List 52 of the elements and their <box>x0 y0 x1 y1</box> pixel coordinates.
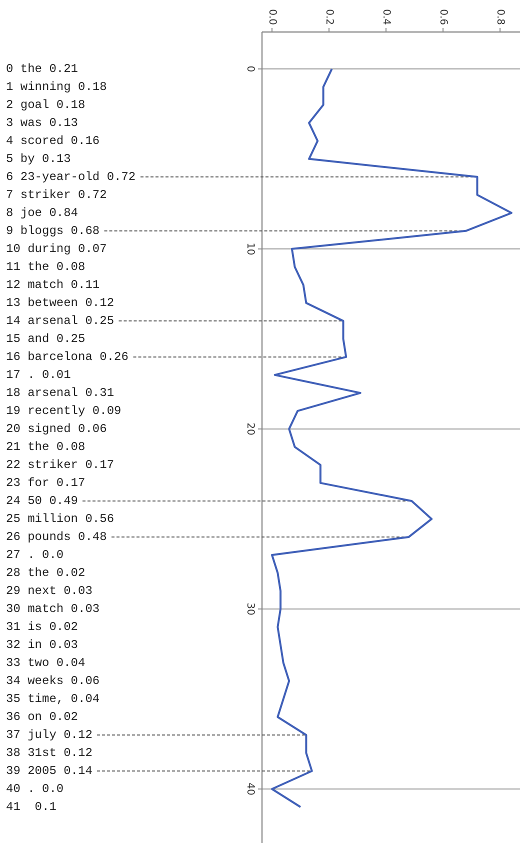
text: 28 the 0.02 <box>6 566 86 580</box>
text: 13 between 0.12 <box>6 296 114 310</box>
text: 34 weeks 0.06 <box>6 674 100 688</box>
text: 17 . 0.01 <box>6 368 71 382</box>
text: 32 in 0.03 <box>6 638 78 652</box>
text: 41 0.1 <box>6 800 56 814</box>
text: 11 the 0.08 <box>6 260 86 274</box>
text: 6 23-year-old 0.72 <box>6 170 136 184</box>
text: 2 goal 0.18 <box>6 98 86 112</box>
y-tick-label: 30 <box>244 602 256 616</box>
text: 36 on 0.02 <box>6 710 78 724</box>
text: 20 signed 0.06 <box>6 422 107 436</box>
text: 22 striker 0.17 <box>6 458 114 472</box>
y-tick-label: 40 <box>244 782 256 796</box>
text: 7 striker 0.72 <box>6 188 107 202</box>
text: 21 the 0.08 <box>6 440 86 454</box>
text: 0 the 0.21 <box>6 62 78 76</box>
text: 16 barcelona 0.26 <box>6 350 128 364</box>
x-tick-label: 0.4 <box>380 9 392 25</box>
text: 33 two 0.04 <box>6 656 86 670</box>
text: 30 match 0.03 <box>6 602 100 616</box>
text: 31 is 0.02 <box>6 620 78 634</box>
text: 4 scored 0.16 <box>6 134 100 148</box>
text: 5 by 0.13 <box>6 152 71 166</box>
x-tick-label: 0.2 <box>323 9 334 25</box>
text: 23 for 0.17 <box>6 476 86 490</box>
text: 1 winning 0.18 <box>6 80 107 94</box>
x-tick-label: 0.8 <box>494 9 506 25</box>
text: 37 july 0.12 <box>6 728 92 742</box>
text: 26 pounds 0.48 <box>6 530 107 544</box>
text: 14 arsenal 0.25 <box>6 314 114 328</box>
x-tick-label: 0.6 <box>438 9 449 25</box>
text: 27 . 0.0 <box>6 548 64 562</box>
text: 25 million 0.56 <box>6 512 114 526</box>
text: 24 50 0.49 <box>6 494 78 508</box>
text: 40 . 0.0 <box>6 782 64 796</box>
text: 3 was 0.13 <box>6 116 78 130</box>
y-tick-label: 0 <box>244 66 256 72</box>
y-tick-label: 20 <box>244 422 256 436</box>
text: 29 next 0.03 <box>6 584 92 598</box>
text: 38 31st 0.12 <box>6 746 92 760</box>
x-tick-label: 0.0 <box>266 9 278 25</box>
text: 19 recently 0.09 <box>6 404 122 418</box>
text: 35 time, 0.04 <box>6 692 100 706</box>
text: 12 match 0.11 <box>6 278 100 292</box>
text: 18 arsenal 0.31 <box>6 386 114 400</box>
text: 8 joe 0.84 <box>6 206 78 220</box>
text: 10 during 0.07 <box>6 242 107 256</box>
y-tick-label: 10 <box>244 242 256 256</box>
text: 9 bloggs 0.68 <box>6 224 100 238</box>
text: 39 2005 0.14 <box>6 764 92 778</box>
text: 15 and 0.25 <box>6 332 86 346</box>
